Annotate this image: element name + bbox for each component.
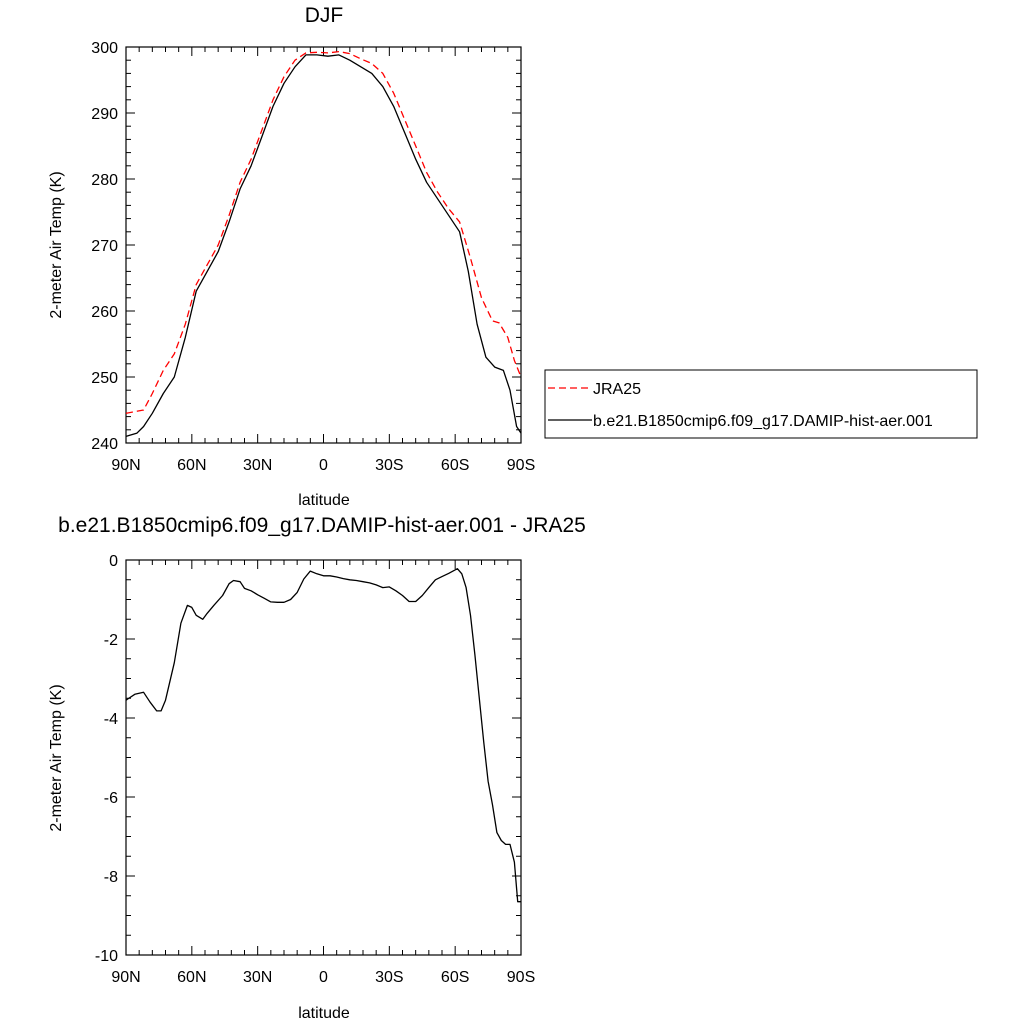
top-y-tick-label: 270 (91, 238, 118, 255)
bottom-y-tick-label: -2 (104, 632, 118, 649)
bottom-y-tick-label: 0 (109, 553, 118, 570)
top-x-tick-label: 60S (441, 457, 469, 474)
top-chart-title: DJF (305, 4, 344, 27)
bottom-y-tick-label: -4 (104, 711, 118, 728)
bottom-x-tick-label: 90S (507, 969, 535, 986)
top-series-group (125, 50, 522, 438)
bottom-y-axis: -10 -8 -6 -4 -2 0 (95, 553, 521, 965)
top-y-tick-label: 240 (91, 436, 118, 453)
top-x-tick-label: 0 (319, 457, 328, 474)
bottom-x-tick-label: 60N (177, 969, 206, 986)
bottom-x-tick-label: 0 (319, 969, 328, 986)
bottom-chart-title: b.e21.B1850cmip6.f09_g17.DAMIP-hist-aer.… (58, 514, 586, 537)
top-panel: DJF 240 250 260 270 280 290 300 90N 60N 30N 0 30S 6… (48, 4, 535, 509)
bottom-series-group (125, 568, 521, 903)
bottom-y-tick-label: -8 (104, 869, 118, 886)
legend-box (544, 369, 978, 439)
top-x-axis: 90N 60N 30N 0 30S 60S 90S (111, 47, 535, 474)
legend: JRA25 b.e21.B1850cmip6.f09_g17.DAMIP-his… (544, 369, 978, 439)
top-y-tick-label: 260 (91, 304, 118, 321)
bottom-y-tick-label: -6 (104, 790, 118, 807)
bottom-x-axis-label: latitude (298, 1005, 350, 1022)
bottom-x-axis: 90N 60N 30N 0 30S 60S 90S (111, 560, 535, 986)
bottom-x-tick-label: 60S (441, 969, 469, 986)
top-x-axis-label: latitude (298, 492, 350, 509)
bottom-x-tick-label: 30S (375, 969, 403, 986)
top-x-tick-label: 90S (507, 457, 535, 474)
bottom-y-tick-label: -10 (95, 948, 118, 965)
top-series-line-jra25 (125, 50, 522, 414)
top-y-axis: 240 250 260 270 280 290 300 (91, 40, 521, 453)
bottom-x-tick-label: 90N (111, 969, 140, 986)
legend-label-model: b.e21.B1850cmip6.f09_g17.DAMIP-hist-aer.… (593, 413, 933, 430)
top-y-tick-label: 290 (91, 106, 118, 123)
top-x-tick-label: 60N (177, 457, 206, 474)
top-series-line-model (125, 54, 522, 438)
bottom-x-tick-label: 30N (243, 969, 272, 986)
bottom-plot-frame (125, 559, 522, 956)
top-x-tick-label: 30S (375, 457, 403, 474)
top-y-tick-label: 300 (91, 40, 118, 57)
top-plot-frame (125, 46, 522, 444)
top-x-tick-label: 90N (111, 457, 140, 474)
bottom-y-axis-label: 2-meter Air Temp (K) (48, 684, 65, 831)
top-x-tick-label: 30N (243, 457, 272, 474)
top-y-axis-label: 2-meter Air Temp (K) (48, 171, 65, 318)
bottom-panel: b.e21.B1850cmip6.f09_g17.DAMIP-hist-aer.… (48, 514, 586, 1022)
bottom-series-line-difference (125, 568, 521, 903)
legend-label-jra25: JRA25 (593, 381, 641, 398)
top-y-tick-label: 250 (91, 370, 118, 387)
top-y-tick-label: 280 (91, 172, 118, 189)
